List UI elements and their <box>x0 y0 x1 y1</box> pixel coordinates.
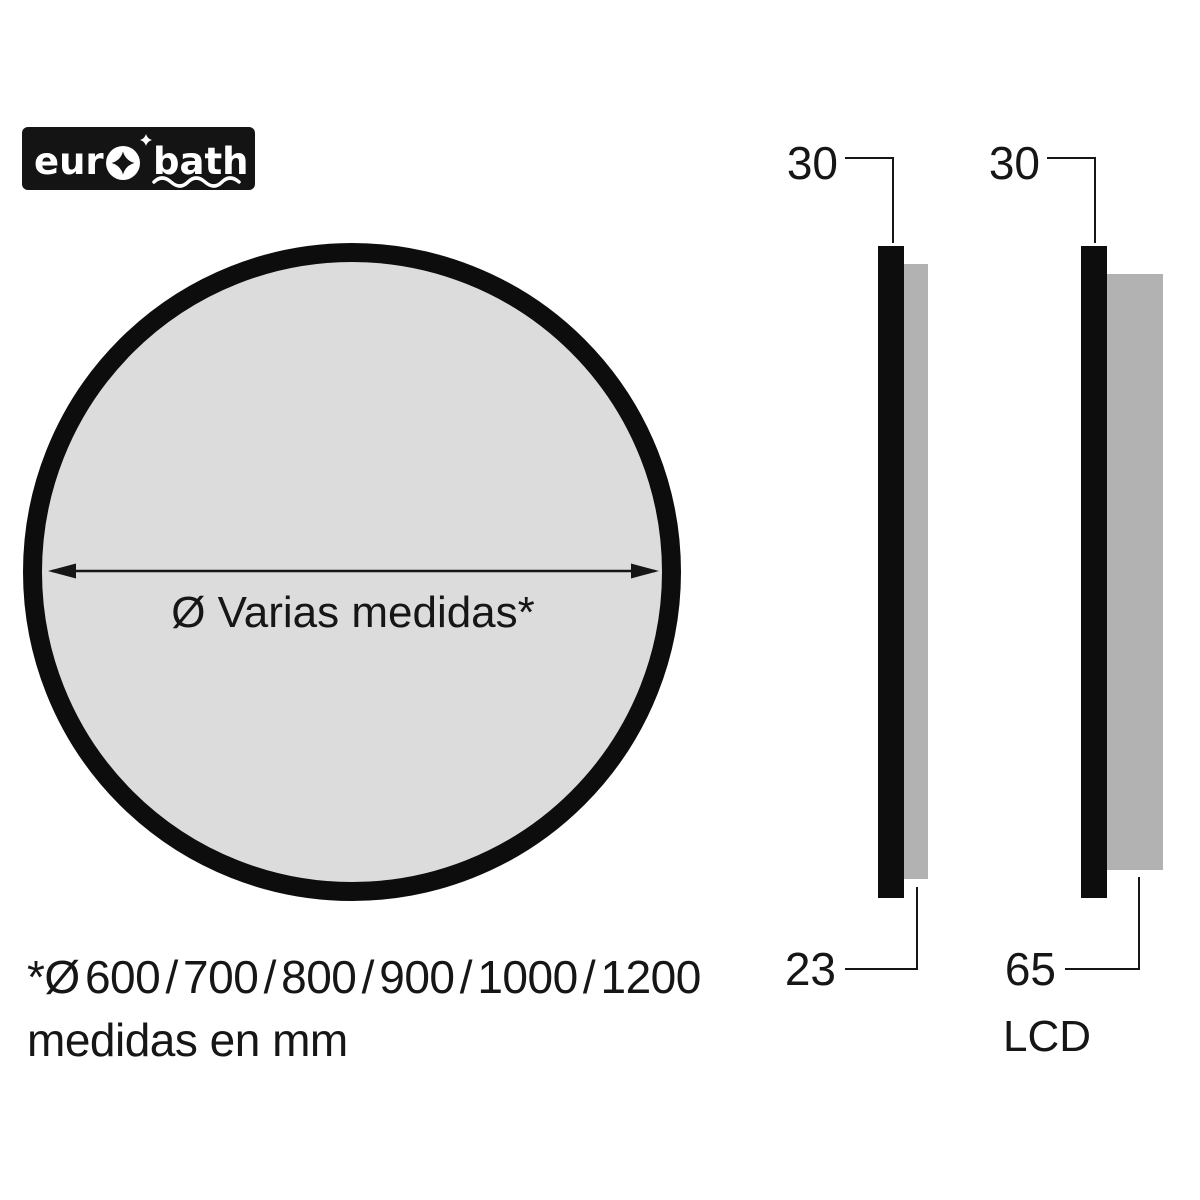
logo-star-circle-icon <box>106 146 140 180</box>
side-view-b-mirror-bar <box>1081 246 1107 898</box>
dimension-label-65: 65 <box>1004 943 1056 995</box>
diameter-label: Ø Varias medidas* <box>171 588 535 637</box>
dimension-label-23: 23 <box>784 943 836 995</box>
lcd-caption: LCD <box>1002 1012 1092 1061</box>
footnote-units: medidas en mm <box>27 1014 348 1066</box>
logo-wave-icon <box>152 176 241 188</box>
side-view-a-mirror-bar <box>878 246 904 898</box>
footnote-diameters: *Ø 600 / 700 / 800 / 900 / 1000 / 1200 <box>27 951 701 1003</box>
eurobath-logo-art: eur bath <box>22 127 255 190</box>
leader-line-top-b <box>1047 157 1096 243</box>
leader-line-top-a <box>845 157 894 243</box>
leader-line-bottom-b <box>1065 877 1140 970</box>
eurobath-logo: eur bath <box>22 127 255 190</box>
diameter-arrow-icon <box>48 563 659 579</box>
logo-text-right: bath <box>153 140 248 183</box>
side-view-b-back-bar <box>1107 274 1163 870</box>
side-view-a-back-bar <box>904 264 928 879</box>
logo-sparkle-icon <box>140 134 152 146</box>
logo-text-left: eur <box>34 140 104 183</box>
dimension-label-30-b: 30 <box>988 137 1040 189</box>
dimension-label-30-a: 30 <box>786 137 838 189</box>
leader-line-bottom-a <box>845 887 918 970</box>
